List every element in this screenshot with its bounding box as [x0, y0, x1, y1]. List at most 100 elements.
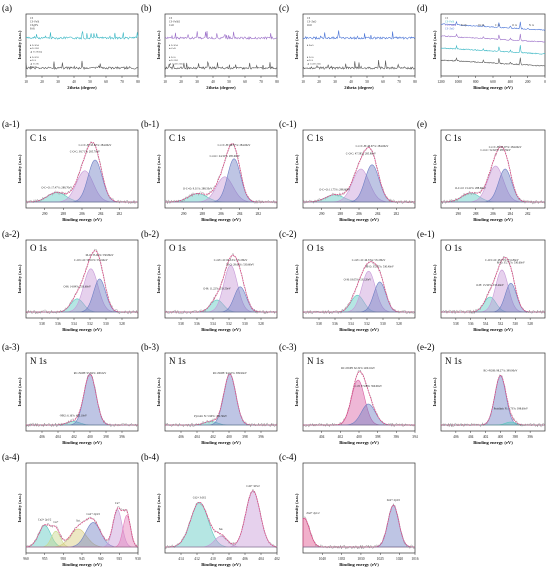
x-tick-label: 1040 [319, 557, 326, 561]
spectrum-title: O 1s [169, 243, 186, 253]
panel-label: (c) [279, 3, 289, 13]
phase-label: ● CaO [169, 47, 176, 50]
x-axis-label: Binding energy (eV) [62, 562, 102, 567]
x-tick-label: 530 [513, 322, 519, 326]
phase-label: ♦ FeSi [169, 56, 176, 59]
x-axis-label: Binding energy (eV) [201, 217, 241, 222]
phase-label: ♦ ZnO [307, 44, 314, 47]
x-tick-label: 930 [135, 557, 141, 561]
spectrum-title: O 1s [30, 243, 47, 253]
component-label: Sat. [219, 528, 224, 531]
spectrum-title: C 1s [30, 133, 47, 143]
x-tick-label: 406 [453, 435, 459, 439]
x-tick-label: 288 [200, 212, 206, 216]
chart-panel-c3: (c-3) N 1s 404 402 400 398 396 394 Binding energ… [279, 342, 418, 445]
x-tick-label: 404 [319, 435, 325, 439]
x-tick-label: 288 [338, 212, 344, 216]
component-label: Pyridinic N: 1.73%: 398.60eV [494, 407, 528, 410]
x-tick-label: 1016 [411, 557, 418, 561]
plot-frame [302, 239, 416, 319]
x-tick-label: 412 [194, 557, 200, 561]
x-axis-label: Binding energy (eV) [62, 440, 102, 445]
x-axis-label: Binding energy (eV) [339, 562, 379, 567]
legend-entry: CS [445, 17, 449, 20]
x-tick-label: 402 [210, 435, 216, 439]
spectrum-title: N 1s [445, 356, 462, 366]
plot-frame [440, 13, 546, 77]
component-label: Zn2+ 2p3/2 [387, 499, 401, 502]
x-tick-label: 800 [473, 80, 479, 84]
fit-envelope [25, 507, 139, 548]
chart-panel-a2: (a-2) O 1s 538 536 534 532 530 528 Binding energ… [2, 229, 139, 332]
x-tick-label: 536 [332, 322, 338, 326]
x-tick-label: 400 [508, 80, 514, 84]
raw-spectrum [25, 505, 139, 549]
plot-frame [25, 13, 139, 77]
x-tick-label: 1035 [338, 557, 345, 561]
component-label: Pyrrolic N: 5.90%: 402.30eV [194, 415, 227, 418]
component-label: C-C/C-H: 66.37%: 284.60eV [218, 144, 251, 147]
plot-frame [25, 352, 139, 432]
x-axis-label: Binding energy (eV) [339, 217, 379, 222]
component-label: C-C/C-H: 43.82%: 284.60eV [79, 144, 112, 147]
y-axis-label: Intensity (a.u.) [156, 30, 161, 59]
pattern-lower [164, 60, 278, 70]
x-tick-label: 532 [364, 322, 370, 326]
x-tick-label: 10 [163, 80, 167, 84]
x-tick-label: 60 [381, 80, 385, 84]
pattern-upper [164, 30, 278, 41]
legend-entry: CS–FeSiO [445, 24, 456, 27]
spectrum-title: C 1s [307, 133, 324, 143]
x-tick-label: 1000 [455, 80, 462, 84]
y-axis-label: Intensity (a.u.) [294, 377, 299, 406]
chart-panel-c: (c) 10 20 30 40 50 60 70 80 2theta (degree) Intens… [279, 3, 417, 90]
x-tick-label: 286 [79, 212, 85, 216]
phase-label: ♦ Fe3O4 [30, 44, 39, 47]
chart-panel-a: (a) 10 20 30 40 50 60 70 80 2theta (degree) Intens… [2, 3, 140, 90]
phase-label: ● FeS [30, 59, 37, 62]
fit-envelope [441, 256, 545, 313]
y-axis-label: Intensity (a.u.) [156, 377, 161, 406]
x-tick-label: 536 [55, 322, 61, 326]
plot-frame [164, 13, 278, 77]
legend-entry: CS–FeSi [445, 21, 455, 24]
x-tick-label: 528 [258, 322, 264, 326]
plot-frame [302, 13, 416, 77]
y-axis-label: Intensity (a.u.) [156, 154, 161, 183]
phase-label: ♦ FeSi [307, 56, 314, 59]
y-axis-label: Intensity (a.u.) [17, 493, 22, 522]
pattern-upper [25, 30, 139, 40]
x-tick-label: 20 [317, 80, 321, 84]
x-tick-label: 398 [513, 435, 519, 439]
component-label: O-H: 15.56%: 533.40eV [476, 284, 504, 287]
chart-panel-c1: (c-1) C 1s 290 288 286 284 282 Binding energy (… [279, 119, 416, 222]
plot-frame [164, 352, 278, 432]
panel-label: (b-1) [141, 119, 159, 129]
panel-label: (a-1) [2, 119, 20, 129]
x-tick-label: 534 [483, 322, 489, 326]
x-axis-label: Binding energy (eV) [201, 440, 241, 445]
peak-label: N 1s [529, 24, 534, 27]
x-axis-label: Binding energy (eV) [201, 562, 241, 567]
x-axis-label: Binding energy (eV) [339, 327, 379, 332]
peak-label: Fe 2p [461, 24, 468, 27]
x-tick-label: 290 [42, 212, 48, 216]
x-axis-label: 2theta (degree) [206, 85, 236, 90]
chart-panel-a3: (a-3) N 1s 406 404 402 400 398 396 Binding energ… [2, 342, 139, 445]
legend-entry: CS [307, 17, 311, 20]
panel-label: (c-4) [279, 452, 297, 462]
component-label: C-C/C-H: 40.67%: 284.60eV [356, 145, 389, 148]
survey-spectrum [440, 44, 546, 55]
x-tick-label: 530 [242, 322, 248, 326]
x-tick-label: 532 [87, 322, 93, 326]
chart-panel-e2o: (e-1) O 1s 538 536 534 532 530 528 Binding energ… [417, 229, 546, 332]
panel-label: (c-2) [279, 229, 297, 239]
component-label: Cu2+ 2p3/2 [87, 513, 101, 516]
x-tick-label: 406 [178, 435, 184, 439]
component-label: Cu+ [115, 502, 120, 505]
x-tick-label: 400 [498, 435, 504, 439]
x-tick-label: 406 [39, 435, 45, 439]
component-label: C-O-C: 47.58%: 285.80eV [346, 153, 376, 156]
component-label: Cd2+ 3d3/2 [193, 496, 207, 499]
x-tick-label: 955 [42, 557, 48, 561]
